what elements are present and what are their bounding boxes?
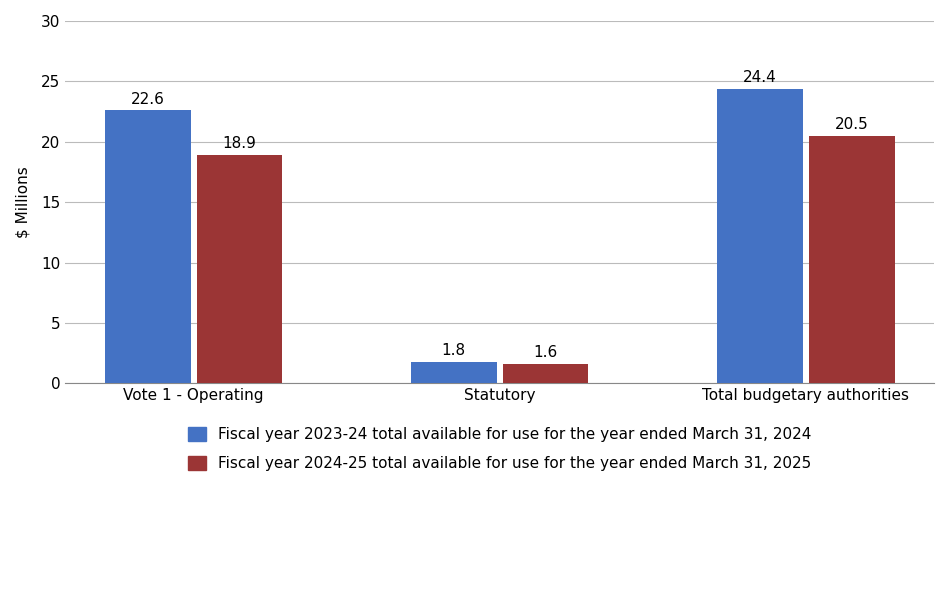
Text: 1.8: 1.8 bbox=[441, 343, 466, 358]
Text: 24.4: 24.4 bbox=[743, 70, 776, 85]
Bar bbox=[196, 155, 283, 383]
Text: 1.6: 1.6 bbox=[533, 346, 558, 360]
Bar bbox=[503, 364, 588, 383]
Bar bbox=[717, 89, 803, 383]
Legend: Fiscal year 2023-24 total available for use for the year ended March 31, 2024, F: Fiscal year 2023-24 total available for … bbox=[181, 421, 818, 477]
Text: 20.5: 20.5 bbox=[835, 117, 868, 132]
Bar bbox=[104, 110, 191, 383]
Bar bbox=[411, 362, 496, 383]
Y-axis label: $ Millions: $ Millions bbox=[15, 166, 30, 238]
Text: 18.9: 18.9 bbox=[223, 137, 256, 152]
Text: 22.6: 22.6 bbox=[131, 92, 164, 107]
Bar bbox=[809, 136, 895, 383]
